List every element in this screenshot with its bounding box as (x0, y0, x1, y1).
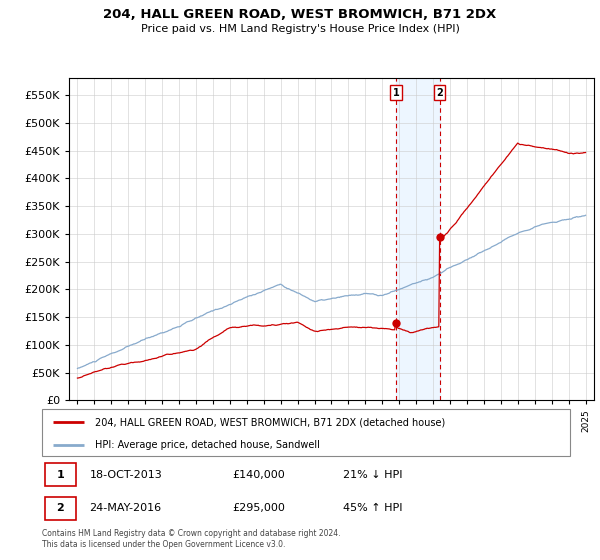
Text: 24-MAY-2016: 24-MAY-2016 (89, 503, 161, 513)
Text: 18-OCT-2013: 18-OCT-2013 (89, 470, 162, 480)
Text: 1: 1 (56, 470, 64, 480)
Text: 204, HALL GREEN ROAD, WEST BROMWICH, B71 2DX (detached house): 204, HALL GREEN ROAD, WEST BROMWICH, B71… (95, 417, 445, 427)
Text: 45% ↑ HPI: 45% ↑ HPI (343, 503, 403, 513)
Text: Contains HM Land Registry data © Crown copyright and database right 2024.
This d: Contains HM Land Registry data © Crown c… (42, 529, 341, 549)
Text: 21% ↓ HPI: 21% ↓ HPI (343, 470, 403, 480)
Text: 2: 2 (56, 503, 64, 513)
Text: £295,000: £295,000 (232, 503, 285, 513)
FancyBboxPatch shape (44, 497, 76, 520)
Text: 2: 2 (436, 88, 443, 98)
Text: 1: 1 (392, 88, 399, 98)
Text: Price paid vs. HM Land Registry's House Price Index (HPI): Price paid vs. HM Land Registry's House … (140, 24, 460, 34)
Text: 204, HALL GREEN ROAD, WEST BROMWICH, B71 2DX: 204, HALL GREEN ROAD, WEST BROMWICH, B71… (103, 8, 497, 21)
Text: £140,000: £140,000 (232, 470, 285, 480)
Bar (396, 78, 440, 400)
FancyBboxPatch shape (44, 463, 76, 486)
Text: HPI: Average price, detached house, Sandwell: HPI: Average price, detached house, Sand… (95, 440, 320, 450)
FancyBboxPatch shape (42, 409, 570, 456)
